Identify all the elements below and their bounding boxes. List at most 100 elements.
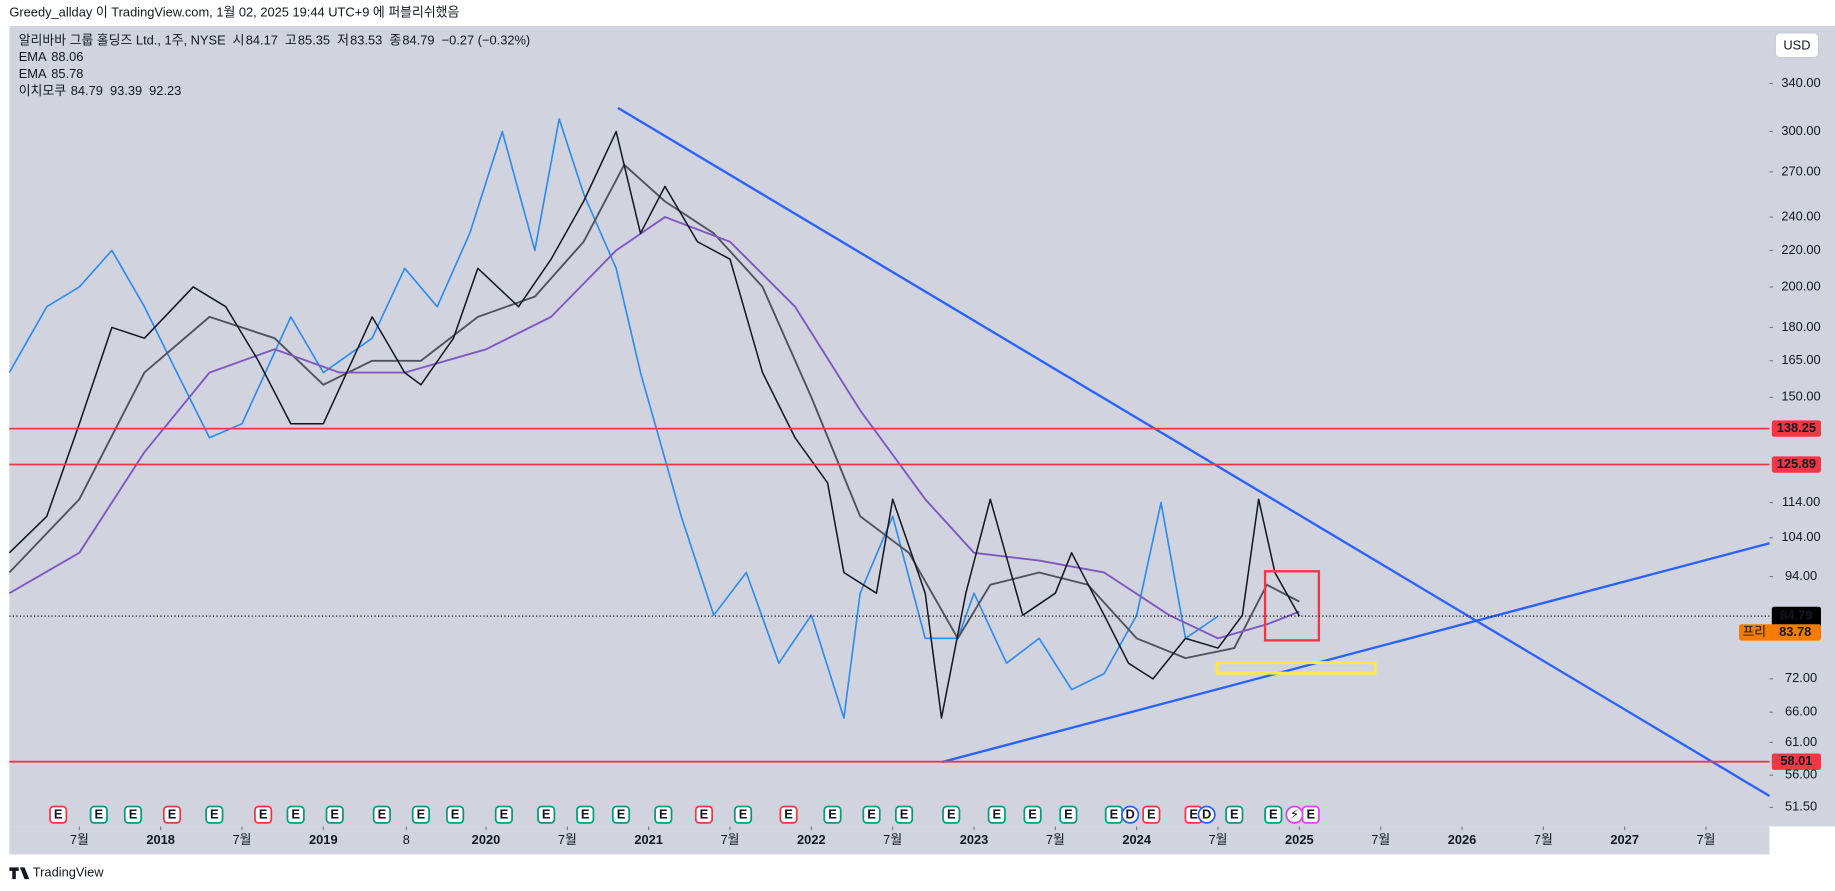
header-text: Greedy_allday 이 TradingView.com, 1월 02, …: [9, 4, 459, 19]
event-label: E: [54, 807, 63, 822]
x-tick-label: 2018: [146, 832, 175, 847]
x-tick-label: 7월: [721, 832, 740, 847]
y-tick-label: 180.00: [1781, 319, 1820, 334]
indicator-name: EMA: [19, 49, 47, 64]
premarket-label: 83.78: [1779, 624, 1811, 639]
x-tick-label: 8: [403, 832, 410, 847]
y-tick-label: 340.00: [1781, 75, 1820, 90]
event-marker: [987, 805, 1006, 824]
event-label: E: [947, 807, 956, 822]
event-marker: [1023, 805, 1042, 824]
premarket-tag: 프리: [1742, 624, 1766, 639]
brand-name: TradingView: [33, 865, 104, 880]
event-marker: [1142, 805, 1161, 824]
event-marker: [779, 805, 798, 824]
event-label: E: [900, 807, 909, 822]
y-tick-label: 56.00: [1785, 767, 1817, 782]
x-tick-label: 2024: [1122, 832, 1151, 847]
series-line: [8, 163, 1300, 660]
x-tick-label: 7월: [1209, 832, 1228, 847]
x-tick-label: 7월: [1534, 832, 1553, 847]
x-tick-label: 7월: [1371, 832, 1390, 847]
support-box: [1215, 661, 1377, 675]
ohlc-label: 시: [233, 33, 245, 48]
event-label: E: [867, 807, 876, 822]
downtrend-line: [617, 106, 1771, 798]
x-tick-label: 2021: [634, 832, 663, 847]
time-axis: [9, 826, 1770, 855]
y-tick-label: 104.00: [1781, 529, 1820, 544]
event-label: ⚡: [1290, 807, 1299, 822]
y-tick-label: 94.00: [1785, 568, 1817, 583]
event-label: D: [1202, 807, 1211, 822]
plot-layer: [8, 82, 1773, 830]
level-label: 138.25: [1777, 420, 1816, 435]
x-tick-label: 7월: [883, 832, 902, 847]
brand-logo: [9, 867, 30, 880]
y-tick-label: 270.00: [1781, 163, 1820, 178]
indicator-value: 92.23: [149, 83, 181, 98]
indicator-value: 88.06: [51, 49, 83, 64]
event-label: E: [210, 807, 219, 822]
event-label: E: [1269, 807, 1278, 822]
event-label: E: [617, 807, 626, 822]
x-tick-label: 2019: [309, 832, 338, 847]
x-tick-label: 2020: [472, 832, 501, 847]
y-tick-label: 200.00: [1781, 278, 1820, 293]
indicator-value: 93.39: [110, 83, 142, 98]
event-label: E: [1028, 807, 1037, 822]
x-tick-label: 2025: [1285, 832, 1314, 847]
event-marker: [1197, 805, 1216, 824]
event-marker: [823, 805, 842, 824]
event-marker: [1059, 805, 1078, 824]
event-label: E: [291, 807, 300, 822]
ohlc-label: 고: [285, 33, 297, 48]
event-label: E: [581, 807, 590, 822]
event-marker: [1264, 805, 1283, 824]
indicator-name: EMA: [19, 66, 47, 81]
event-marker: [446, 805, 465, 824]
event-marker: [286, 805, 305, 824]
event-marker: [89, 805, 108, 824]
event-label: E: [95, 807, 104, 822]
x-tick-label: 2022: [797, 832, 826, 847]
event-label: E: [659, 807, 668, 822]
x-tick-label: 2026: [1448, 832, 1477, 847]
y-tick-label: 300.00: [1781, 123, 1820, 138]
event-marker: [162, 805, 182, 824]
indicator-value: 85.78: [51, 66, 83, 81]
event-marker: [694, 805, 714, 824]
event-label: D: [1126, 807, 1135, 822]
event-marker: [611, 805, 631, 824]
y-tick-label: 61.00: [1785, 734, 1817, 749]
x-tick-label: 7월: [232, 832, 251, 847]
event-marker: [1225, 805, 1244, 824]
event-label: E: [1306, 807, 1315, 822]
ohlc-value: 84.79: [402, 33, 434, 48]
event-label: E: [168, 807, 177, 822]
level-badge: [1771, 753, 1821, 770]
currency-button[interactable]: [1774, 32, 1820, 59]
event-marker: [494, 805, 513, 824]
series-line: [8, 118, 1219, 719]
event-label: E: [1147, 807, 1156, 822]
event-label: E: [1189, 807, 1198, 822]
y-tick-label: 165.00: [1781, 352, 1820, 367]
level-label: 125.89: [1777, 456, 1816, 471]
event-marker: [411, 805, 430, 824]
level-badge: [1771, 420, 1821, 437]
uptrend-line: [941, 542, 1770, 764]
event-marker: [254, 805, 273, 824]
ohlc-value: 85.35: [298, 33, 330, 48]
event-label: E: [828, 807, 837, 822]
x-tick-label: 7월: [1046, 832, 1065, 847]
plot-area: [9, 25, 1770, 827]
legend-symbol: 알리바바 그룹 홀딩즈 Ltd., 1주, NYSE: [19, 33, 226, 48]
event-label: E: [417, 807, 426, 822]
event-marker: [49, 805, 68, 824]
premarket-badge: [1739, 624, 1821, 641]
event-marker: [733, 805, 753, 824]
x-tick-label: 2023: [960, 832, 989, 847]
ohlc-value: 83.53: [350, 33, 382, 48]
